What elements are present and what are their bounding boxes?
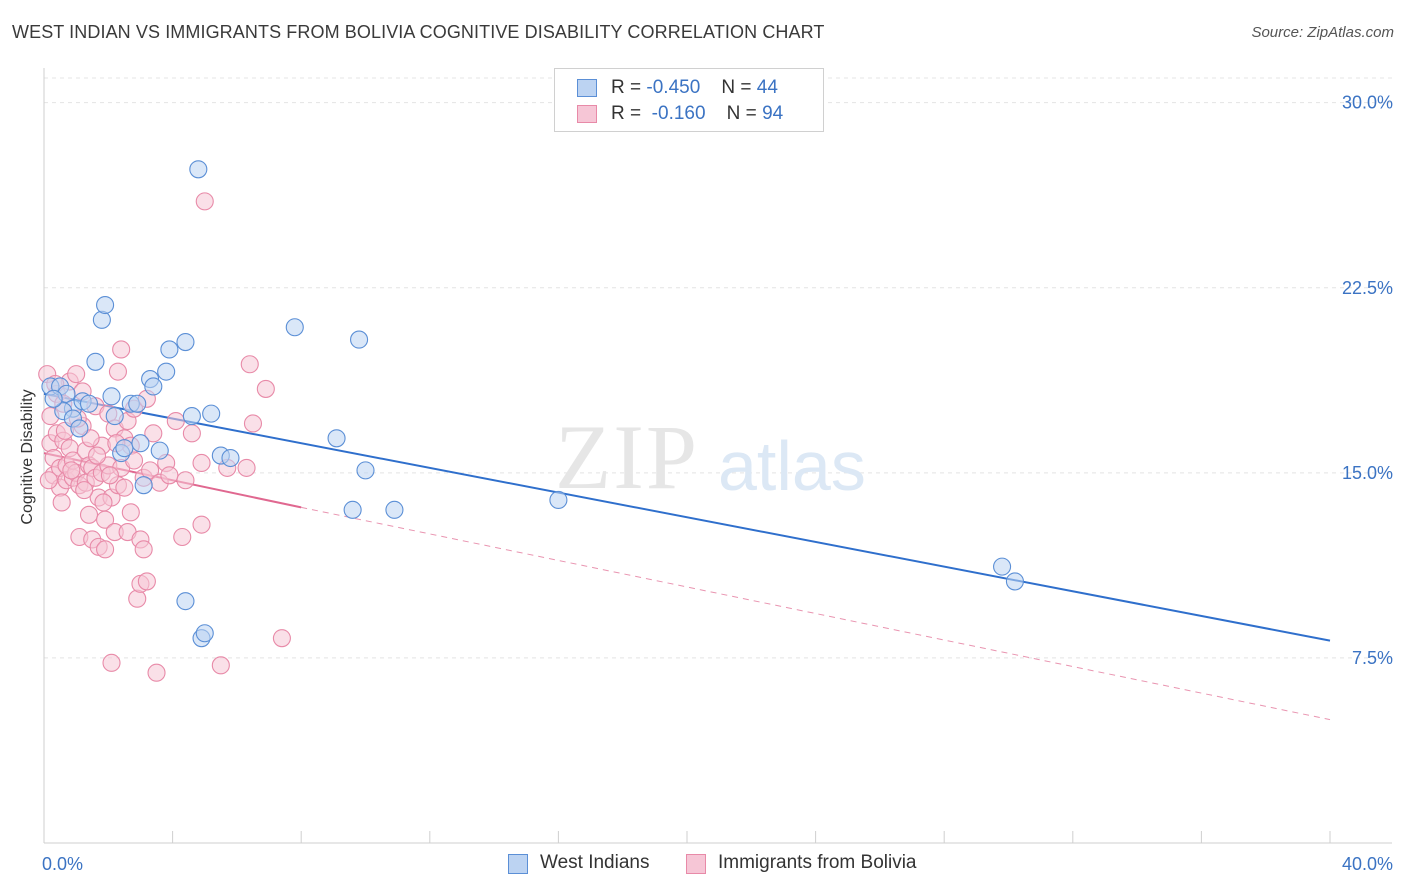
data-point-series-0 [993,557,1012,576]
data-point-series-1 [256,379,275,398]
data-point-series-0 [131,434,150,453]
legend-r-value: -0.450 [646,77,701,98]
data-point-series-1 [39,471,58,490]
data-point-series-0 [160,340,179,359]
data-point-series-0 [356,461,375,480]
data-point-series-1 [121,503,140,522]
data-point-series-1 [128,589,147,608]
data-point-series-0 [92,310,111,329]
data-point-series-1 [211,656,230,675]
data-point-series-0 [79,394,99,413]
data-point-series-1 [272,629,291,648]
legend-n-label: N = [721,77,752,98]
legend-r-label: R = [611,103,642,124]
data-point-series-1 [176,471,195,490]
y-tick-label: 30.0% [1342,93,1393,113]
data-point-series-1 [192,515,211,534]
chart-title: WEST INDIAN VS IMMIGRANTS FROM BOLIVIA C… [12,22,825,42]
data-point-series-1 [137,572,156,591]
data-point-series-1 [115,478,134,497]
data-point-series-0 [195,624,214,643]
source-label: Source: ZipAtlas.com [1251,24,1394,41]
legend-n-label: N = [726,103,757,124]
watermark: ZIP atlas [555,406,866,508]
tick-labels: 7.5% 15.0% 22.5% 30.0% 0.0% 40.0% [42,93,1393,874]
data-point-series-0 [189,160,208,179]
watermark-zip: ZIP [555,406,699,508]
data-point-series-0 [96,295,115,315]
legend-swatch-blue [508,854,528,874]
data-point-series-1 [79,505,99,524]
data-point-series-0 [70,419,89,438]
data-point-series-0 [134,476,153,495]
trendline-series-0 [43,392,1331,642]
series-legend: West Indians Immigrants from Bolivia [0,852,1406,878]
data-point-series-1 [96,540,115,559]
data-point-series-1 [67,365,86,384]
data-point-series-0 [105,407,124,426]
legend-swatch-pink [577,105,597,123]
x-tick-label-min: 0.0% [42,854,83,874]
data-point-series-1 [182,424,201,443]
axes [43,68,1392,844]
data-point-series-0 [86,352,105,371]
data-point-series-0 [350,330,369,349]
data-point-series-1 [100,466,119,485]
data-point-series-0 [157,362,176,381]
data-point-series-1 [166,411,185,431]
data-point-series-0 [285,318,304,337]
data-point-series-1 [94,493,113,512]
trendline-extension-series-1 [301,506,1331,721]
data-point-series-0 [44,389,63,408]
y-tick-label: 22.5% [1342,278,1393,298]
data-point-series-1 [134,540,153,559]
data-point-series-1 [243,414,263,433]
data-point-series-0 [385,500,404,519]
data-point-series-1 [237,458,256,477]
data-point-series-1 [87,446,107,465]
data-point-series-0 [1005,572,1024,591]
data-point-series-0 [343,500,362,519]
legend-label-bolivia: Immigrants from Bolivia [718,852,917,873]
points [38,160,1024,682]
watermark-atlas: atlas [718,427,866,505]
legend-label-west-indians: West Indians [540,852,650,873]
data-point-series-1 [240,355,259,374]
data-point-series-1 [160,466,179,485]
data-point-series-0 [202,404,221,423]
data-point-series-1 [62,461,81,480]
legend-n-value: 94 [762,103,784,124]
data-point-series-1 [147,663,166,682]
data-point-series-1 [108,362,127,381]
data-point-series-1 [102,653,121,672]
data-point-series-0 [549,490,568,510]
x-tick-label-max: 40.0% [1342,854,1393,874]
data-point-series-1 [52,493,71,512]
y-tick-label: 7.5% [1352,648,1393,668]
data-point-series-0 [102,387,121,406]
data-point-series-1 [144,424,163,443]
data-point-series-0 [150,441,169,460]
data-point-series-0 [221,448,240,468]
stats-legend: R = -0.450 N = 44 R = -0.160 N = 94 [554,68,824,132]
data-point-series-0 [115,439,134,458]
data-point-series-0 [144,377,163,396]
data-point-series-1 [192,453,211,473]
data-point-series-0 [176,332,195,352]
data-point-series-1 [112,340,131,359]
data-point-series-0 [128,394,147,413]
data-point-series-0 [182,407,201,426]
data-point-series-0 [327,429,346,448]
data-point-series-1 [173,527,192,547]
data-point-series-0 [176,592,195,611]
y-tick-label: 15.0% [1342,463,1393,483]
legend-swatch-blue [577,79,597,97]
legend-r-label: R = [611,77,642,98]
legend-n-value: 44 [756,77,778,98]
data-point-series-1 [195,192,214,211]
data-point-series-1 [75,481,94,500]
legend-swatch-pink [686,854,706,874]
legend-r-value: -0.160 [651,103,706,124]
